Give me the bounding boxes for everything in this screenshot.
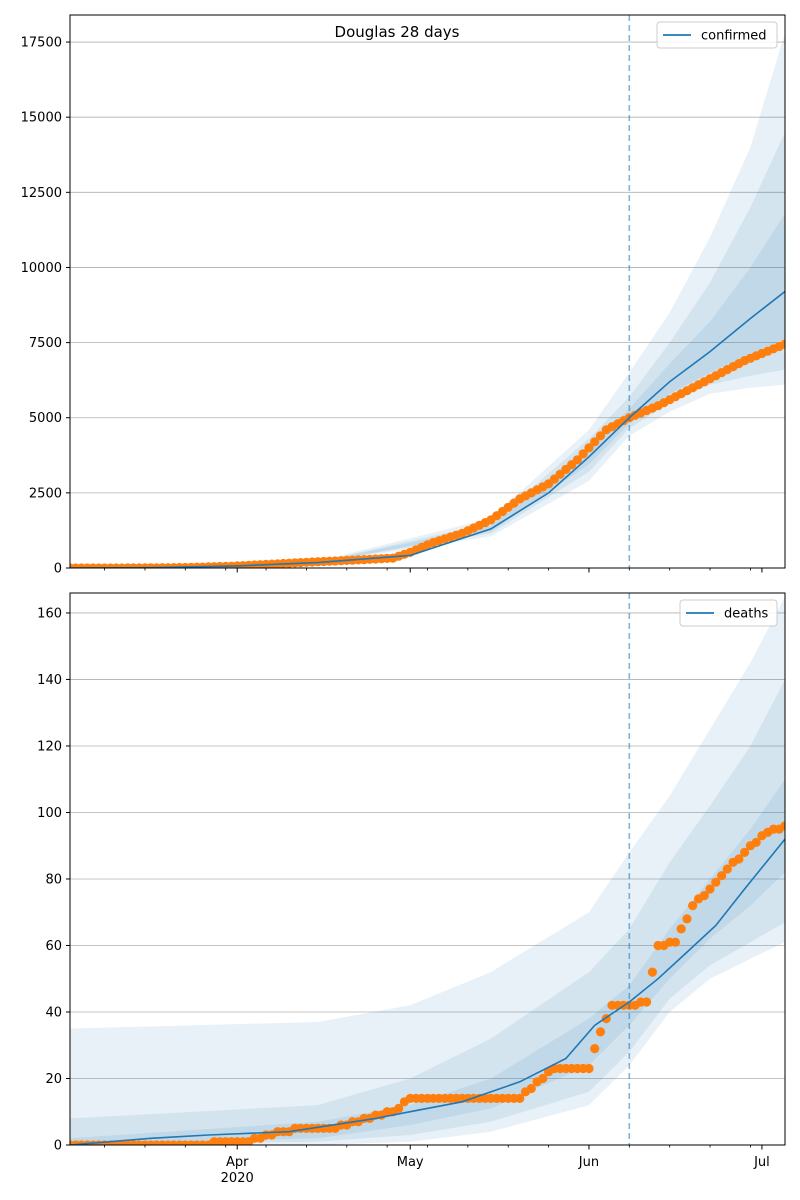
deaths-x-tick-label: Jun — [578, 1155, 599, 1170]
deaths-observed-point — [584, 1063, 594, 1074]
confirmed-panel: 0 2500 5000 7500 10000 12500 15000 17500 confirm… — [21, 14, 786, 577]
confirmed-observed-point — [578, 449, 588, 459]
deaths-y-tick-label: 20 — [45, 1072, 62, 1087]
deaths-observed-point — [740, 847, 750, 858]
deaths-observed-point — [676, 924, 686, 934]
deaths-observed-point — [705, 884, 715, 894]
confirmed-y-tick-label: 12500 — [21, 186, 62, 201]
confirmed-y-tick-label: 5000 — [29, 411, 62, 426]
deaths-observed-point — [590, 1044, 600, 1054]
deaths-observed-point — [642, 997, 652, 1007]
deaths-observed-point — [682, 914, 692, 924]
deaths-model-line — [70, 838, 785, 1145]
deaths-x-tick-label: Apr — [226, 1155, 249, 1170]
confirmed-observed-point — [780, 339, 785, 349]
deaths-observed-point — [751, 837, 761, 848]
deaths-observed-point — [515, 1093, 525, 1103]
deaths-observed-point — [699, 891, 709, 901]
deaths-y-tick-label: 60 — [45, 939, 62, 954]
deaths-observed-point — [647, 967, 658, 977]
confirmed-y-tick-label: 2500 — [29, 486, 62, 501]
deaths-observed-point — [734, 854, 744, 864]
deaths-observed-point — [670, 937, 681, 947]
deaths-y-tick-label: 40 — [45, 1005, 62, 1020]
confirmed-observed-point — [590, 437, 600, 447]
deaths-legend: deaths — [679, 599, 778, 627]
deaths-observed-point — [722, 864, 732, 874]
deaths-x-tick-label: May — [397, 1155, 424, 1170]
deaths-observed-point — [780, 821, 785, 831]
deaths-y-tick-label: 120 — [37, 739, 62, 754]
deaths-observed-point — [526, 1083, 536, 1094]
deaths-observed-point — [595, 1027, 606, 1037]
deaths-y-tick-label: 100 — [37, 806, 62, 821]
confirmed-observed-point — [584, 443, 594, 453]
confirmed-model-line — [70, 290, 785, 568]
confirmed-y-tick-label: 0 — [54, 562, 62, 577]
confirmed-uncertainty-band-1 — [70, 33, 785, 568]
deaths-observed-point — [688, 901, 698, 911]
confirmed-axes-frame — [69, 14, 786, 569]
deaths-legend-box — [679, 599, 778, 627]
confirmed-legend: confirmed — [656, 21, 778, 49]
confirmed-y-tick-label: 7500 — [29, 336, 62, 351]
figure-title: Douglas 28 days — [335, 23, 460, 41]
deaths-observed-point — [717, 871, 727, 881]
deaths-observed-point — [538, 1073, 548, 1084]
deaths-y-tick-label: 0 — [54, 1139, 62, 1154]
confirmed-y-tick-label: 15000 — [21, 111, 62, 126]
deaths-uncertainty-band-2 — [70, 679, 785, 1145]
confirmed-y-tick-label: 17500 — [21, 36, 62, 51]
confirmed-observed-point — [595, 431, 606, 441]
confirmed-observed-point — [572, 455, 583, 465]
deaths-y-tick-label: 80 — [45, 872, 62, 887]
deaths-legend-label: deaths — [724, 607, 769, 622]
confirmed-y-tick-label: 10000 — [21, 261, 62, 276]
confirmed-observed-points — [70, 339, 785, 568]
confirmed-uncertainty-band-2 — [70, 132, 785, 568]
confirmed-legend-label: confirmed — [701, 29, 767, 44]
deaths-x-tick-sublabel: 2020 — [221, 1171, 254, 1186]
deaths-uncertainty-band-1 — [70, 596, 785, 1145]
deaths-observed-point — [394, 1103, 404, 1113]
deaths-x-tick-label: Jul — [753, 1155, 770, 1170]
deaths-y-tick-label: 160 — [37, 606, 62, 621]
deaths-y-tick-label: 140 — [37, 673, 62, 688]
confirmed-legend-box — [656, 21, 778, 49]
deaths-observed-point — [711, 877, 721, 887]
